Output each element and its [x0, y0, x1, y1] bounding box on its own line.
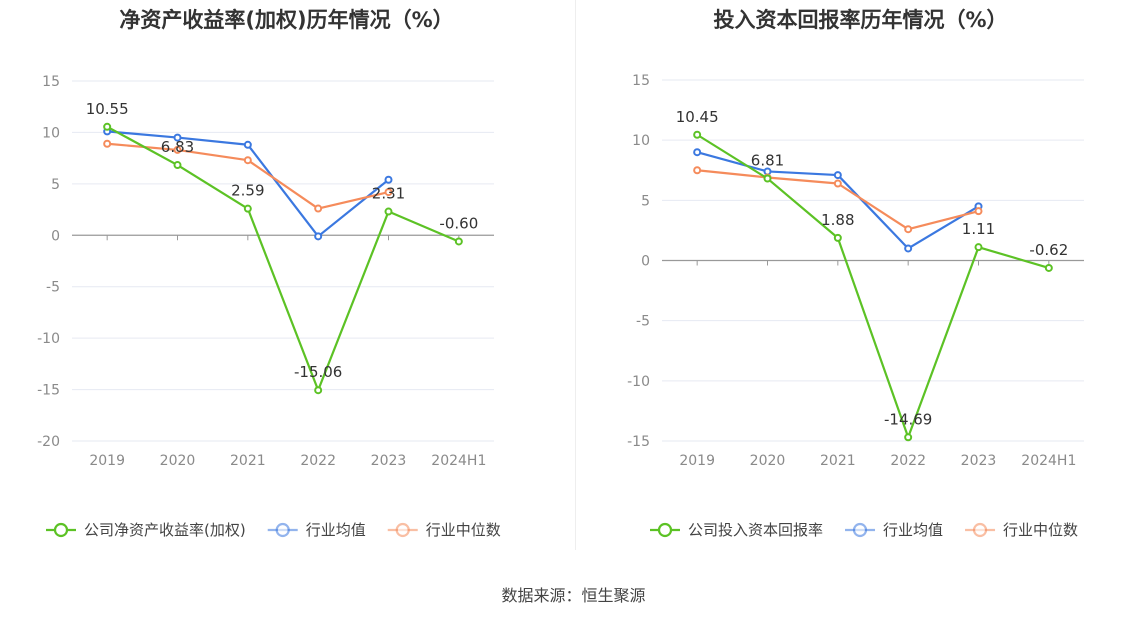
roe-x-tick-label: 2021 [230, 453, 266, 469]
roic-data-label: 6.81 [751, 152, 784, 170]
roic-data-point-0 [833, 233, 842, 242]
roe-series-line-0 [106, 125, 460, 392]
roic-x-tick-label: 2020 [750, 453, 786, 469]
roic-x-tick-label: 2021 [820, 453, 856, 469]
roe-data-point-2 [103, 139, 112, 148]
roe-data-point-0 [384, 207, 393, 216]
roe-chart-panel: 净资产收益率(加权)历年情况（%） 15 10 5 0 -5 -10 -15 -20 2019 2… [0, 0, 573, 560]
roic-x-tick-label: 2023 [961, 453, 997, 469]
roe-y-tick-label: -5 [46, 280, 60, 296]
roe-x-tick-label: 2022 [300, 453, 336, 469]
roic-y-tick-label: -5 [636, 314, 650, 330]
roic-x-tick-label: 2019 [679, 453, 715, 469]
roe-data-point-0 [103, 122, 112, 131]
roic-y-tick-label: 0 [641, 254, 650, 270]
roic-legend-label: 公司投入资本回报率 [688, 521, 823, 539]
roe-data-point-0 [173, 161, 182, 170]
roe-data-point-1 [314, 232, 323, 241]
roe-x-tick-label: 2024H1 [431, 453, 486, 469]
roe-legend-label: 行业均值 [306, 521, 366, 539]
roic-data-point-0 [763, 174, 772, 183]
roe-y-tick-label: 5 [51, 177, 60, 193]
roic-legend-label: 行业中位数 [1003, 521, 1078, 539]
roic-data-point-1 [904, 244, 913, 253]
roic-x-tick-label: 2022 [890, 453, 926, 469]
roic-legend-marker [657, 522, 673, 538]
roic-data-point-0 [974, 243, 983, 252]
roe-data-label: -15.06 [294, 363, 342, 381]
roe-legend-marker [395, 522, 410, 538]
roic-legend-label: 行业均值 [883, 521, 943, 539]
roe-chart-title: 净资产收益率(加权)历年情况（%） [119, 8, 454, 32]
roic-data-label: 1.88 [821, 211, 854, 229]
roic-data-label: 10.45 [676, 108, 719, 126]
roe-data-point-0 [454, 237, 463, 246]
roic-series-line-0 [696, 133, 1050, 439]
roe-y-tick-label: 15 [42, 74, 60, 90]
roe-chart: 15 10 5 0 -5 -10 -15 -20 2019 2020 2021 2022 2023 202… [37, 74, 501, 539]
roe-x-tick-label: 2020 [160, 453, 196, 469]
roe-data-label: 2.59 [231, 182, 264, 200]
roic-x-tick-label: 2024H1 [1021, 453, 1076, 469]
roic-data-point-1 [693, 148, 702, 157]
roic-data-point-0 [1044, 263, 1053, 272]
roe-data-point-2 [314, 204, 323, 213]
roe-data-point-0 [243, 204, 252, 213]
roic-chart: 15 10 5 0 -5 -10 -15 2019 2020 2021 2022 2023 2024H1… [627, 73, 1084, 539]
roe-data-point-0 [314, 386, 323, 395]
roic-data-label: -14.69 [884, 410, 932, 428]
roic-data-label: -0.62 [1029, 241, 1068, 259]
roe-data-label: 6.83 [161, 138, 194, 156]
roic-data-point-2 [974, 207, 983, 216]
roic-legend-marker [972, 522, 988, 538]
roe-y-tick-label: 10 [42, 125, 60, 141]
roic-legend-marker [852, 522, 868, 538]
roe-data-point-2 [173, 145, 182, 154]
roe-data-point-1 [243, 140, 252, 149]
roe-data-point-2 [384, 188, 393, 197]
roe-data-point-1 [173, 133, 182, 142]
roe-data-point-2 [243, 156, 252, 165]
data-source-note: 数据来源：恒生聚源 [501, 586, 646, 605]
roe-y-tick-label: -20 [37, 434, 60, 450]
roe-y-tick-label: 0 [51, 228, 60, 244]
roe-y-tick-label: -15 [37, 383, 60, 399]
roic-data-point-1 [833, 171, 842, 180]
roic-chart-panel: 投入资本回报率历年情况（%） 15 10 5 0 -5 -10 -15 2019 2020 202… [574, 0, 1147, 560]
roe-y-tick-label: -10 [37, 331, 60, 347]
roe-legend-label: 行业中位数 [426, 521, 501, 539]
roic-data-point-2 [904, 225, 913, 234]
roic-data-point-0 [904, 433, 913, 442]
roe-data-label: 2.31 [372, 185, 405, 203]
roe-legend-marker [275, 522, 290, 538]
panel-divider [575, 0, 576, 550]
roic-data-point-0 [693, 130, 702, 139]
roic-chart-title: 投入资本回报率历年情况（%） [713, 8, 1008, 32]
roic-data-point-2 [833, 179, 842, 188]
roic-data-label: 1.11 [962, 220, 995, 238]
roic-data-point-2 [693, 166, 702, 175]
roe-x-tick-label: 2023 [371, 453, 407, 469]
roic-y-tick-label: 5 [641, 193, 650, 209]
roe-data-point-1 [384, 175, 393, 184]
roe-data-label: -0.60 [439, 214, 478, 232]
roic-y-tick-label: 15 [632, 73, 650, 89]
roic-y-tick-label: -10 [627, 374, 650, 390]
roe-x-tick-label: 2019 [89, 453, 125, 469]
roe-legend-marker [53, 522, 69, 538]
roic-y-tick-label: -15 [627, 434, 650, 450]
roe-data-label: 10.55 [86, 100, 129, 118]
roe-legend-label: 公司净资产收益率(加权) [84, 521, 246, 539]
roic-y-tick-label: 10 [632, 133, 650, 149]
